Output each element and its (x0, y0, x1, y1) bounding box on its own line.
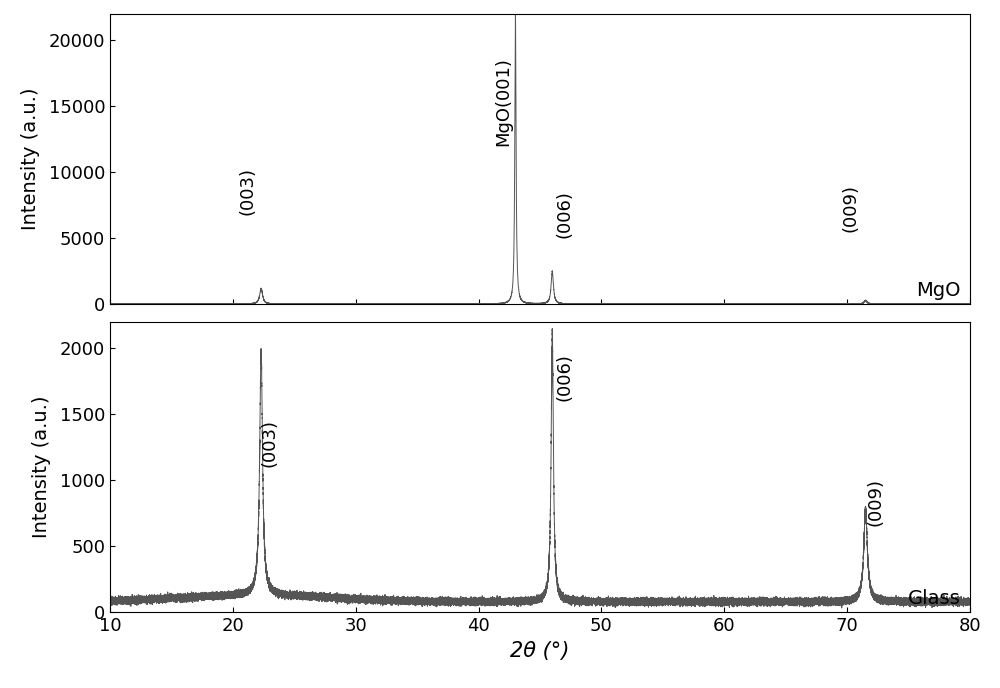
Y-axis label: Intensity (a.u.): Intensity (a.u.) (21, 88, 40, 230)
Y-axis label: Intensity (a.u.): Intensity (a.u.) (32, 396, 51, 538)
Text: (006): (006) (556, 353, 574, 401)
Text: MgO: MgO (916, 281, 960, 301)
Text: (009): (009) (866, 478, 884, 526)
Text: Glass: Glass (907, 590, 960, 608)
X-axis label: 2θ (°): 2θ (°) (510, 641, 570, 660)
Text: MgO(001): MgO(001) (494, 57, 512, 146)
Text: (003): (003) (239, 166, 257, 215)
Text: (009): (009) (842, 184, 860, 232)
Text: (006): (006) (556, 191, 574, 238)
Text: (003): (003) (261, 419, 279, 467)
